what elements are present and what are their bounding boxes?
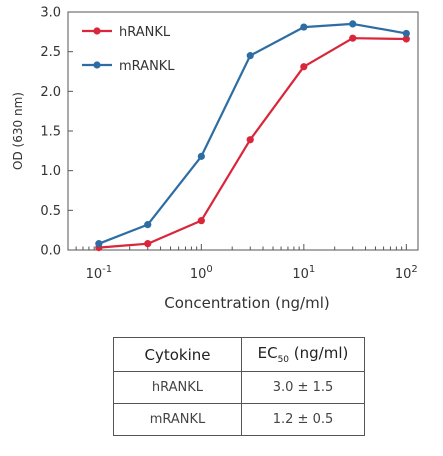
y-tick-label: 2.0 <box>40 85 61 100</box>
cell-cytokine: hRANKL <box>113 371 242 404</box>
chart-axes: 0.0 0.5 1.0 1.5 2.0 2.5 3.0 10-1 100 101 102 <box>40 6 419 282</box>
data-point <box>197 217 205 225</box>
series-layer <box>95 20 410 252</box>
data-point <box>402 35 410 43</box>
legend-marker <box>93 61 101 69</box>
data-point <box>402 29 410 38</box>
y-tick-label: 1.0 <box>40 164 61 179</box>
series-mRANKL <box>95 20 410 248</box>
header-ec50-main: EC <box>257 344 278 362</box>
data-point <box>300 23 308 31</box>
data-point <box>144 240 152 248</box>
ec50-table: Cytokine EC50 (ng/ml) hRANKL 3.0 ± 1.5 m… <box>113 337 365 436</box>
y-tick-label: 3.0 <box>40 6 61 21</box>
chart-legend: hRANKL mRANKL <box>82 25 175 74</box>
data-point <box>197 152 205 160</box>
legend-label: mRANKL <box>119 59 175 74</box>
data-point <box>144 221 152 229</box>
data-point <box>246 52 254 60</box>
x-tick-label: 100 <box>190 264 213 282</box>
data-point <box>349 20 357 28</box>
data-point <box>349 34 357 42</box>
table-row: hRANKL 3.0 ± 1.5 <box>113 371 365 404</box>
header-ec50: EC50 (ng/ml) <box>241 337 365 372</box>
data-point <box>246 136 254 144</box>
y-tick-label: 0.5 <box>40 204 61 219</box>
y-tick-label: 2.5 <box>40 45 61 60</box>
legend-marker <box>93 27 101 35</box>
table-header-row: Cytokine EC50 (ng/ml) <box>113 337 365 372</box>
data-point <box>95 240 103 248</box>
x-tick-label: 101 <box>292 264 315 282</box>
series-hRANKL <box>95 34 410 252</box>
legend-label: hRANKL <box>119 25 171 40</box>
header-cytokine: Cytokine <box>113 337 242 372</box>
x-axis-title: Concentration (ng/ml) <box>164 294 329 312</box>
ec50-line-chart: 0.0 0.5 1.0 1.5 2.0 2.5 3.0 10-1 100 101 102 hRANK… <box>11 6 419 312</box>
y-axis-title: OD (630 nm) <box>11 92 25 170</box>
cell-ec50: 1.2 ± 0.5 <box>241 403 365 436</box>
cell-cytokine: mRANKL <box>113 403 242 436</box>
y-tick-label: 1.5 <box>40 125 61 140</box>
data-point <box>300 63 308 71</box>
y-tick-label: 0.0 <box>40 244 61 259</box>
plot-frame <box>67 11 419 251</box>
table-row: mRANKL 1.2 ± 0.5 <box>113 403 365 436</box>
x-tick-label: 102 <box>395 264 418 282</box>
header-ec50-sub: 50 <box>277 355 290 365</box>
x-tick-label: 10-1 <box>86 264 113 282</box>
cell-ec50: 3.0 ± 1.5 <box>241 371 365 404</box>
header-ec50-unit: (ng/ml) <box>289 344 349 362</box>
